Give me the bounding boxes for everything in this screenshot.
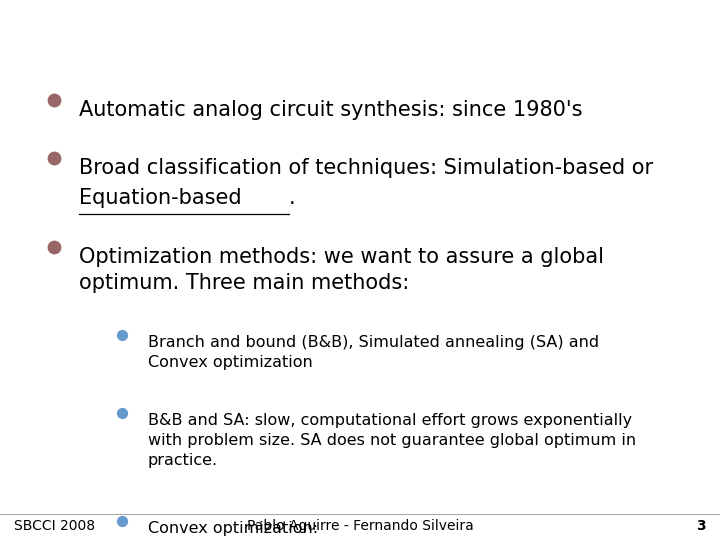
Text: Pablo Aguirre - Fernando Silveira: Pablo Aguirre - Fernando Silveira [247, 519, 473, 533]
Point [117, 409, 128, 417]
Text: Equation-based: Equation-based [79, 188, 242, 208]
Text: Branch and bound (B&B), Simulated annealing (SA) and
Convex optimization: Branch and bound (B&B), Simulated anneal… [148, 335, 599, 370]
Point [48, 96, 60, 104]
Point [48, 154, 60, 163]
Text: 3: 3 [696, 519, 706, 533]
Text: .: . [289, 188, 296, 208]
Text: Optimization methods: we want to assure a global
optimum. Three main methods:: Optimization methods: we want to assure … [79, 247, 604, 293]
Text: Broad classification of techniques: Simulation-based or: Broad classification of techniques: Simu… [79, 158, 653, 178]
Text: B&B and SA: slow, computational effort grows exponentially
with problem size. SA: B&B and SA: slow, computational effort g… [148, 413, 636, 468]
Text: SBCCI 2008: SBCCI 2008 [14, 519, 96, 533]
Point [117, 517, 128, 525]
Text: Automatic analog circuit synthesis: since 1980's: Automatic analog circuit synthesis: sinc… [79, 100, 582, 120]
Point [117, 331, 128, 340]
Point [48, 242, 60, 251]
Text: Convex optimization:: Convex optimization: [148, 521, 318, 536]
